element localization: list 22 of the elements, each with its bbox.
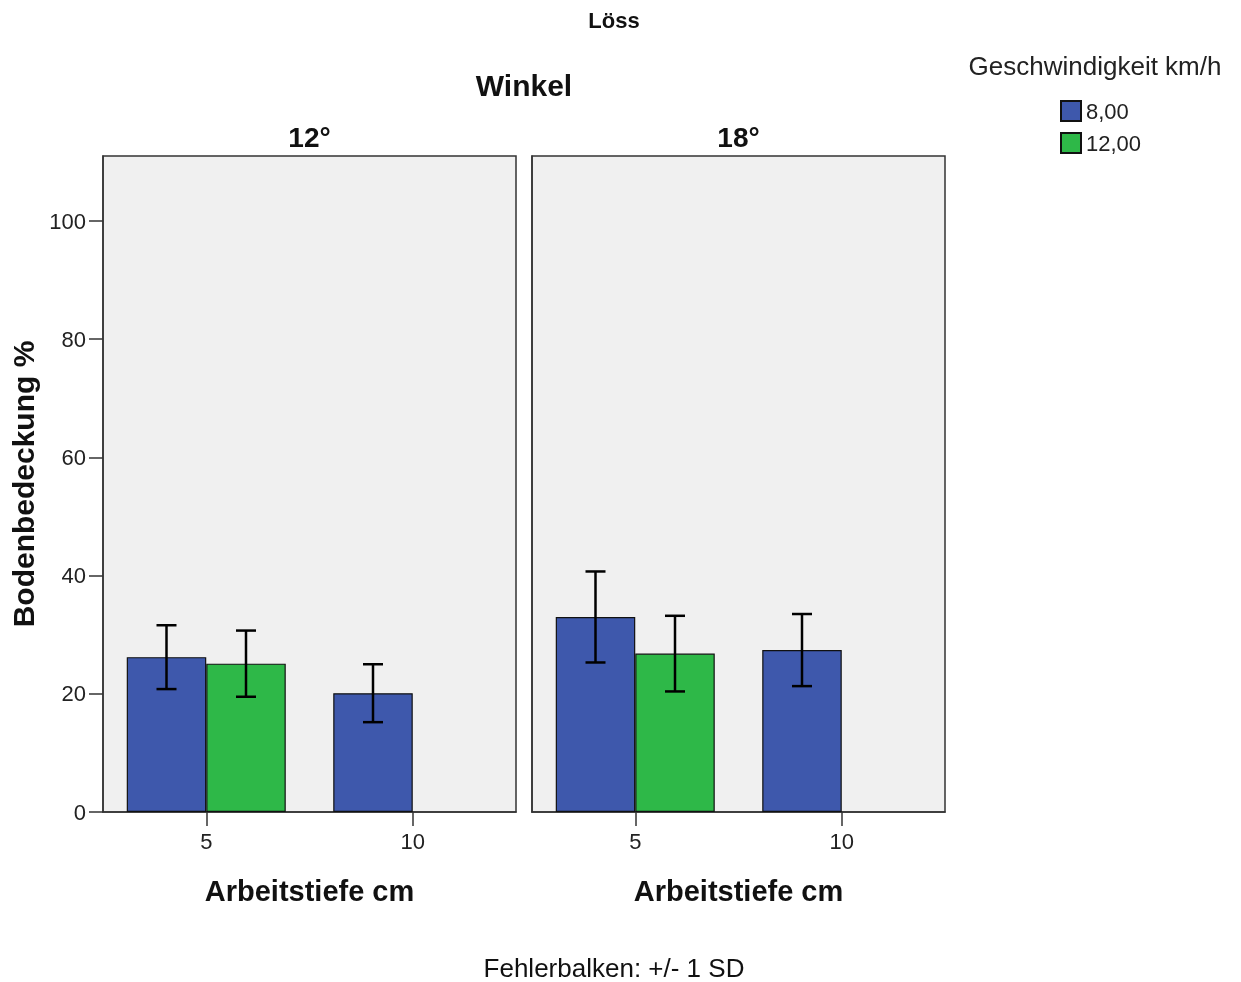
y-tick-label: 0: [73, 799, 86, 825]
y-axis-title: Bodenbedeckung %: [6, 340, 40, 628]
y-tick-label: 60: [61, 444, 86, 470]
x-axis-title: Arbeitstiefe cm: [204, 874, 415, 907]
legend-title: Geschwindigkeit km/h: [968, 51, 1222, 81]
text: Fehlerbalken: +/- 1 SD: [483, 953, 745, 982]
legend-label: 8,00: [1086, 98, 1129, 124]
legend-label: 12,00: [1086, 130, 1142, 156]
chart-title: 12°: [288, 121, 331, 153]
text: Winkel: [475, 68, 573, 104]
x-tick-label: 10: [829, 828, 854, 854]
x-tick-label: 10: [400, 828, 425, 854]
y-tick-label: 100: [49, 208, 86, 234]
x-axis-title: Arbeitstiefe cm: [633, 874, 844, 907]
y-tick-label: 40: [61, 563, 86, 589]
text: Löss: [588, 8, 640, 34]
bar: [333, 693, 413, 812]
x-tick-label: 5: [629, 828, 642, 854]
chart-title: 18°: [717, 121, 760, 153]
y-tick-label: 20: [61, 681, 86, 707]
x-tick-label: 5: [200, 828, 213, 854]
y-tick-label: 80: [61, 326, 86, 352]
